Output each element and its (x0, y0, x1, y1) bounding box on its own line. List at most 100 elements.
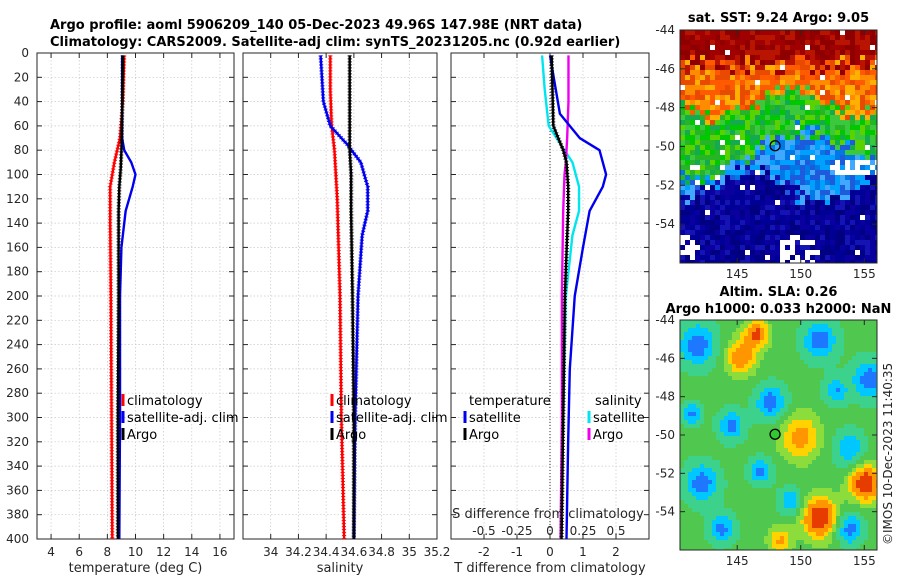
map-pixel (724, 416, 729, 421)
map-pixel (792, 460, 797, 465)
map-pixel (730, 80, 736, 86)
map-pixel (712, 448, 717, 453)
map-pixel (704, 376, 709, 381)
map-pixel (740, 528, 745, 533)
map-pixel (760, 60, 766, 66)
map-pixel (756, 436, 761, 441)
map-pixel (712, 516, 717, 521)
map-pixel (840, 190, 846, 196)
map-pixel (868, 456, 873, 461)
map-pixel (744, 324, 749, 329)
map-pixel (760, 528, 765, 533)
map-pixel (776, 368, 781, 373)
map-pixel (835, 150, 841, 156)
map-pixel (805, 45, 811, 51)
map-pixel (760, 428, 765, 433)
map-pixel (840, 105, 846, 111)
map-pixel (820, 520, 825, 525)
map-pixel (705, 65, 711, 71)
s-tick-label: -0.25 (501, 524, 532, 538)
map-pixel (724, 480, 729, 485)
map-pixel (680, 110, 686, 116)
map-pixel (808, 528, 813, 533)
map-pixel (695, 110, 701, 116)
map-pixel (845, 85, 851, 91)
map-pixel (825, 90, 831, 96)
map-pixel (785, 160, 791, 166)
map-pixel (700, 436, 705, 441)
map-pixel (720, 180, 726, 186)
map-pixel (700, 95, 706, 101)
map-pixel (696, 480, 701, 485)
map-pixel (764, 332, 769, 337)
map-pixel (830, 110, 836, 116)
map-pixel (735, 85, 741, 91)
map-pixel (685, 160, 691, 166)
map-pixel (772, 516, 777, 521)
map-pixel (695, 205, 701, 211)
map-pixel (785, 215, 791, 221)
map-pixel (792, 524, 797, 529)
map-pixel (740, 145, 746, 151)
map-pixel (760, 420, 765, 425)
map-pixel (730, 35, 736, 41)
map-pixel (848, 448, 853, 453)
map-pixel (710, 180, 716, 186)
map-pixel (836, 424, 841, 429)
map-pixel (690, 85, 696, 91)
map-pixel (872, 396, 877, 401)
map-pixel (788, 408, 793, 413)
map-pixel (840, 492, 845, 497)
map-pixel (832, 352, 837, 357)
map-pixel (760, 452, 765, 457)
map-pixel (875, 200, 877, 206)
map-pixel (845, 90, 851, 96)
map-pixel (768, 536, 773, 541)
map-pixel (836, 356, 841, 361)
map-pixel (856, 368, 861, 373)
map-pixel (816, 516, 821, 521)
map-pixel (836, 376, 841, 381)
map-pixel (795, 185, 801, 191)
map-pixel (764, 472, 769, 477)
map-pixel (688, 512, 693, 517)
map-pixel (808, 484, 813, 489)
map-pixel (765, 145, 771, 151)
map-pixel (836, 448, 841, 453)
map-pixel (800, 340, 805, 345)
map-pixel (796, 508, 801, 513)
map-pixel (725, 110, 731, 116)
map-pixel (804, 344, 809, 349)
map-pixel (816, 416, 821, 421)
map-pixel (804, 408, 809, 413)
map-pixel (715, 150, 721, 156)
map-pixel (840, 416, 845, 421)
map-pixel (844, 424, 849, 429)
map-pixel (776, 320, 781, 325)
map-pixel (695, 165, 701, 171)
map-pixel (795, 85, 801, 91)
map-pixel (755, 125, 761, 131)
map-pixel (784, 416, 789, 421)
map-pixel (864, 332, 869, 337)
map-pixel (695, 125, 701, 131)
map-pixel (792, 520, 797, 525)
map-pixel (820, 255, 826, 261)
map-pixel (820, 250, 826, 256)
map-pixel (865, 185, 871, 191)
map-pixel (835, 170, 841, 176)
map-pixel (690, 250, 696, 256)
map-pixel (764, 368, 769, 373)
map-pixel (860, 516, 865, 521)
map-pixel (828, 524, 833, 529)
map-pixel (752, 348, 757, 353)
map-pixel (795, 175, 801, 181)
map-pixel (845, 65, 851, 71)
map-pixel (755, 95, 761, 101)
map-pixel (765, 50, 771, 56)
map-pixel (744, 404, 749, 409)
map-pixel (716, 456, 721, 461)
map-pixel (764, 360, 769, 365)
map-pixel (815, 100, 821, 106)
map-pixel (688, 532, 693, 537)
